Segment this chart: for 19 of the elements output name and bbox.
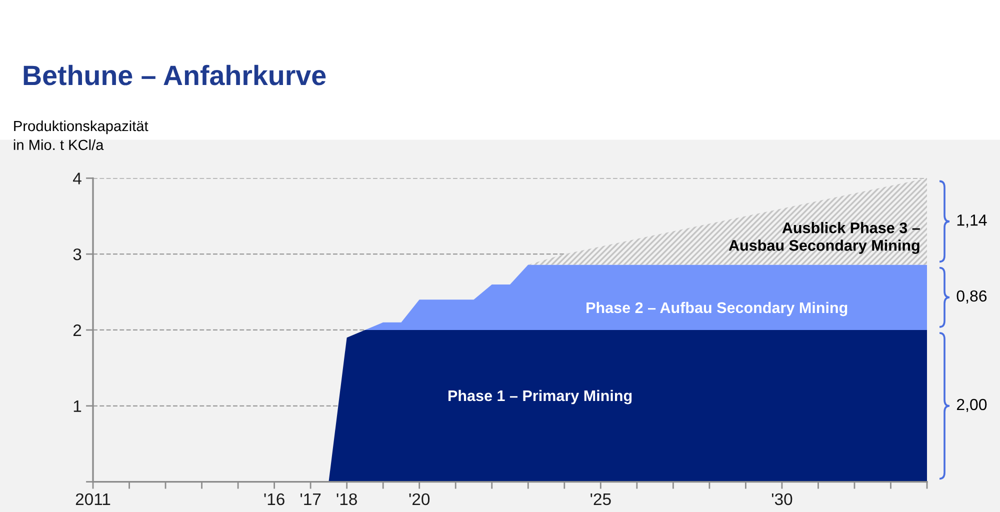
x-tick-label: 2011 (76, 493, 110, 506)
y-tick-label: 2 (73, 324, 82, 336)
text: 1,14 (957, 214, 987, 228)
chart-title: Bethune – Anfahrkurve (24, 64, 326, 86)
text: 2,00 (956, 398, 987, 412)
text: 0,86 (956, 290, 987, 304)
series-label: Ausblick Phase 3 – Ausbau Secondary Mining (728, 222, 920, 254)
y-tick-label: 3 (73, 248, 82, 260)
x-tick-label: '16 (264, 493, 284, 506)
x-tick-label: '20 (409, 493, 430, 506)
series-label: Phase 1 – Primary Mining (448, 390, 632, 404)
x-tick-label: '18 (336, 493, 357, 506)
series-label: Phase 2 – Aufbau Secondary Mining (586, 302, 848, 316)
x-tick-label: '17 (300, 494, 321, 505)
y-axis-title: Produktionskapazität in Mio. t KCl/a (14, 120, 148, 150)
y-tick-label: 4 (73, 172, 82, 184)
y-tick-label: 1 (74, 400, 82, 412)
x-tick-label: '25 (590, 493, 611, 506)
x-tick-label: '30 (772, 493, 792, 506)
